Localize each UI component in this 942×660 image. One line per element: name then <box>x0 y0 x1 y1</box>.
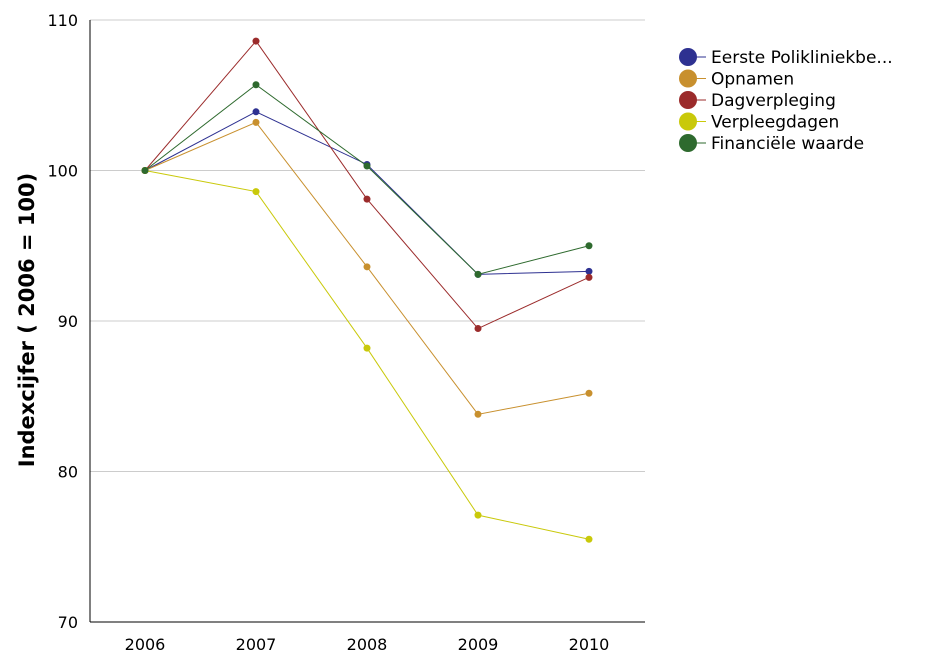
y-tick-label: 110 <box>47 11 78 30</box>
legend-item: Opnamen <box>679 69 794 90</box>
data-point <box>474 511 482 519</box>
x-tick-label: 2009 <box>458 635 499 654</box>
data-point <box>363 344 371 352</box>
gridlines <box>90 19 645 472</box>
data-point <box>141 167 149 174</box>
x-tick-label: 2006 <box>125 635 166 654</box>
data-point <box>252 188 260 196</box>
data-point <box>585 273 593 281</box>
axes <box>89 20 645 623</box>
legend-item: Verpleegdagen <box>679 112 839 133</box>
series-line <box>144 84 590 275</box>
legend-marker <box>679 69 697 88</box>
data-point <box>252 81 260 89</box>
series-4 <box>141 81 593 278</box>
series-line <box>144 170 590 540</box>
x-tick-label: 2007 <box>236 635 277 654</box>
data-point <box>363 263 371 271</box>
data-point <box>363 195 371 203</box>
series-0 <box>141 108 593 278</box>
legend-label: Financiële waarde <box>711 134 864 154</box>
legend-item: Dagverpleging <box>679 91 836 111</box>
legend-item: Eerste Polikliniekbe... <box>679 48 893 68</box>
legend-marker <box>679 48 697 66</box>
legend-label: Opnamen <box>711 70 794 90</box>
y-axis-label: Indexcijfer ( 2006 = 100) <box>15 173 39 467</box>
data-point <box>585 242 593 250</box>
y-tick-label: 100 <box>47 162 78 181</box>
data-point <box>363 162 371 170</box>
legend-item: Financiële waarde <box>679 134 864 154</box>
legend: Eerste Polikliniekbe...OpnamenDagverpleg… <box>679 48 893 154</box>
data-point <box>585 535 593 543</box>
x-tick-labels: 2006 2007 2008 2009 2010 <box>125 635 610 654</box>
x-tick-label: 2010 <box>569 635 610 654</box>
data-point <box>585 389 593 397</box>
legend-label: Eerste Polikliniekbe... <box>711 48 893 68</box>
data-point <box>474 270 482 278</box>
legend-label: Verpleegdagen <box>711 113 839 133</box>
series-3 <box>141 167 593 543</box>
legend-marker <box>679 91 697 109</box>
series-lines <box>141 37 593 543</box>
legend-label: Dagverpleging <box>711 91 836 111</box>
legend-marker <box>679 112 697 131</box>
data-point <box>585 267 593 275</box>
legend-marker <box>679 134 697 152</box>
data-point <box>474 410 482 418</box>
y-tick-labels: 70 80 90 100 110 <box>47 11 78 632</box>
x-tick-label: 2008 <box>347 635 388 654</box>
series-line <box>144 111 590 275</box>
data-point <box>252 108 260 116</box>
y-tick-label: 80 <box>58 463 78 482</box>
y-tick-label: 70 <box>58 613 78 632</box>
series-line <box>144 40 590 330</box>
y-tick-label: 90 <box>58 312 78 331</box>
data-point <box>252 118 260 126</box>
series-2 <box>141 37 593 333</box>
data-point <box>252 37 260 45</box>
data-point <box>474 325 482 333</box>
